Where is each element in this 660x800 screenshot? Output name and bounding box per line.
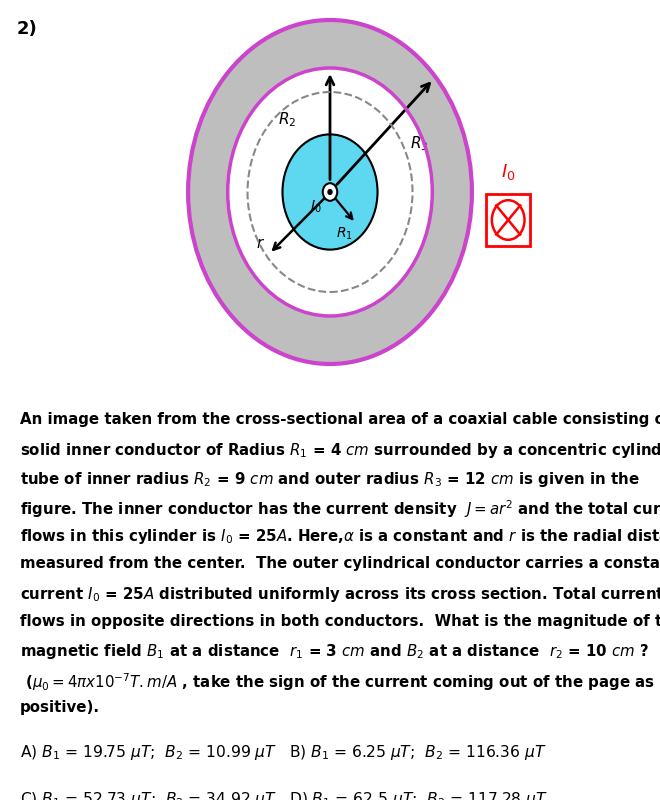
Text: A) $B_1$ = 19.75 $\mu T$;  $B_2$ = 10.99 $\mu T$   B) $B_1$ = 6.25 $\mu T$;  $B_: A) $B_1$ = 19.75 $\mu T$; $B_2$ = 10.99 … [20,743,546,762]
Text: tube of inner radius $R_2$ = 9 $cm$ and outer radius $R_3$ = 12 $cm$ is given in: tube of inner radius $R_2$ = 9 $cm$ and … [20,470,640,489]
Text: figure. The inner conductor has the current density  $J = ar^2$ and the total cu: figure. The inner conductor has the curr… [20,498,660,520]
FancyBboxPatch shape [486,194,530,246]
Text: positive).: positive). [20,700,100,715]
Text: measured from the center.  The outer cylindrical conductor carries a constant: measured from the center. The outer cyli… [20,556,660,571]
Text: flows in opposite directions in both conductors.  What is the magnitude of the: flows in opposite directions in both con… [20,614,660,629]
Text: $r$: $r$ [256,237,265,251]
Text: $I_0$: $I_0$ [310,198,321,214]
Circle shape [188,20,472,364]
Text: magnetic field $B_1$ at a distance  $r_1$ = 3 $cm$ and $B_2$ at a distance  $r_2: magnetic field $B_1$ at a distance $r_1$… [20,642,649,662]
Text: $R_2$: $R_2$ [278,110,296,130]
Text: current $I_0$ = 25$A$ distributed uniformly across its cross section. Total curr: current $I_0$ = 25$A$ distributed unifor… [20,585,660,604]
Text: C) $B_1$ = 52.73 $\mu T$;  $B_2$ = 34.92 $\mu T$   D) $B_1$ = 62.5 $\mu T$;  $B_: C) $B_1$ = 52.73 $\mu T$; $B_2$ = 34.92 … [20,790,548,800]
Text: An image taken from the cross-sectional area of a coaxial cable consisting of a: An image taken from the cross-sectional … [20,412,660,427]
Text: ($\mu_0 = 4\pi x10^{-7}T.m/A$ , take the sign of the current coming out of the p: ($\mu_0 = 4\pi x10^{-7}T.m/A$ , take the… [20,671,655,693]
Text: 2): 2) [16,20,37,38]
Text: flows in this cylinder is $I_0$ = 25$A$. Here,$\alpha$ is a constant and $r$ is : flows in this cylinder is $I_0$ = 25$A$.… [20,527,660,546]
Text: $I_0$: $I_0$ [501,162,515,182]
Circle shape [328,190,332,194]
Circle shape [323,183,337,201]
Circle shape [282,134,378,250]
Text: $R_1$: $R_1$ [336,226,353,242]
Text: $R_3$: $R_3$ [410,134,428,154]
Text: solid inner conductor of Radius $R_1$ = 4 $cm$ surrounded by a concentric cylind: solid inner conductor of Radius $R_1$ = … [20,441,660,460]
Circle shape [228,68,432,316]
